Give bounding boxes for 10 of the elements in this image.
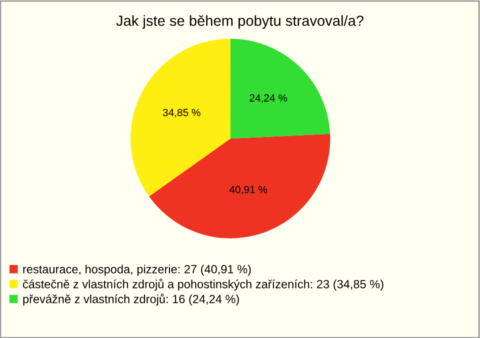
pie-slice (130, 38, 230, 196)
pie-slice (149, 134, 330, 238)
legend-label: částečně z vlastních zdrojů a pohostinských zařízeních: 23 (34,85 %) (22, 278, 384, 291)
data-label: 24,24 % (250, 94, 288, 103)
legend-label: restaurace, hospoda, pizzerie: 27 (40,91 %) (23, 264, 251, 276)
data-label: 34,85 % (162, 108, 200, 118)
data-label: 40,91 % (229, 186, 268, 194)
pie-slice (230, 38, 330, 139)
chart-title: Jak jste se během pobytu stravoval/a? (116, 15, 364, 29)
legend-label: převážně z vlastních zdrojů: 16 (24,24 %) (23, 294, 239, 306)
